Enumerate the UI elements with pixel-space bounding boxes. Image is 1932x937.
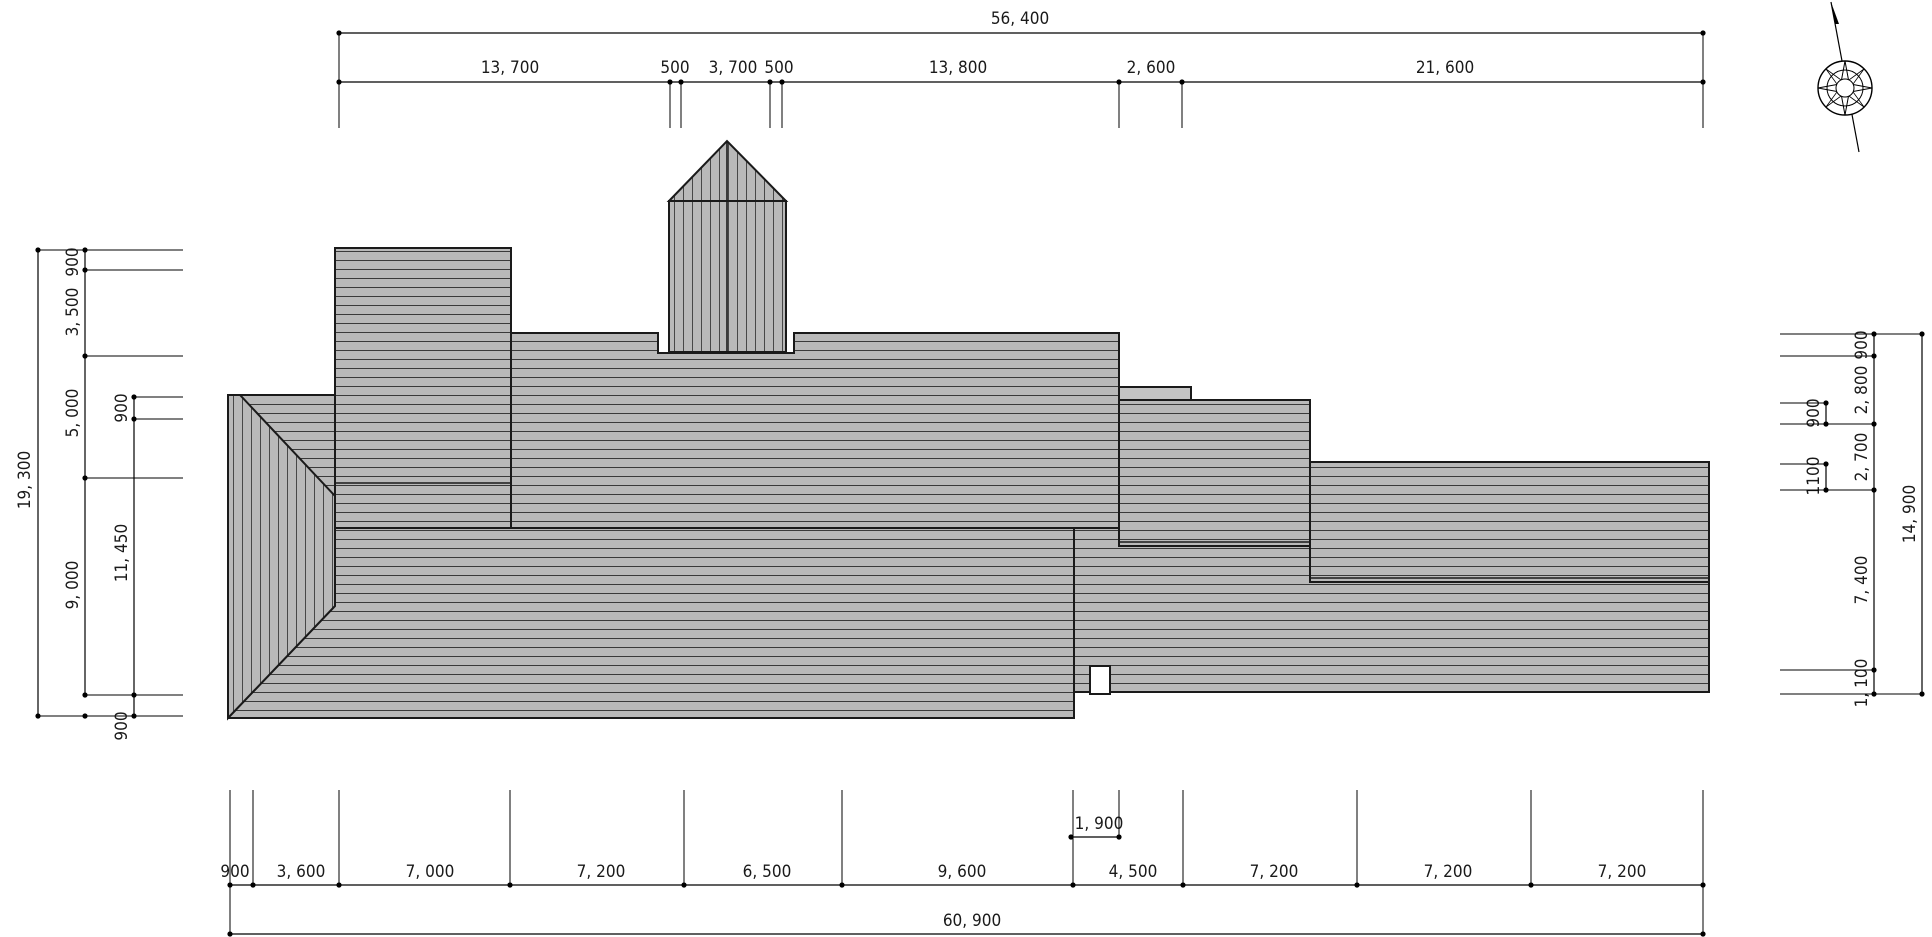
dim-bottom-segment: 7, 000 — [406, 862, 455, 882]
dim-left-segment: 9, 000 — [63, 561, 83, 610]
dim-right-segment: 2, 700 — [1852, 433, 1872, 482]
dim-left-inner-small: 900 — [112, 393, 132, 422]
dim-right-small-a: 900 — [1804, 398, 1824, 427]
roof-west-block — [334, 247, 512, 529]
dim-bottom-segment: 4, 500 — [1109, 862, 1158, 882]
roof-east-upper — [1309, 461, 1710, 583]
dim-left-segment: 5, 000 — [63, 389, 83, 438]
dim-right-segment: 2, 800 — [1852, 366, 1872, 415]
dim-top-segment: 3, 700 — [709, 58, 758, 78]
dim-right-overall: 14, 900 — [1900, 485, 1920, 543]
dim-bottom-segment: 3, 600 — [277, 862, 326, 882]
roof-notch — [1089, 665, 1111, 695]
bottom-dimension-lines: 1, 900 60, 900 900 3, 600 7, 000 7, 200 6, 5… — [220, 790, 1706, 937]
dim-bottom-segment: 9, 600 — [938, 862, 987, 882]
dim-left-segment: 900 — [112, 711, 132, 740]
dim-top-overall: 56, 400 — [991, 9, 1049, 29]
roof-main-south — [227, 527, 1075, 719]
left-dimension-lines: 19, 300 11, 450 900 900 3, 500 5, 000 9, 00… — [15, 247, 183, 741]
dim-bottom-segment: 7, 200 — [577, 862, 626, 882]
dim-left-segment: 3, 500 — [63, 288, 83, 337]
right-dimension-lines: 14, 900 900 1100 900 2, 800 2, 700 7, 400 1,… — [1780, 330, 1925, 707]
dim-right-small-b: 1100 — [1804, 457, 1824, 496]
roof-west-hip-slope — [227, 394, 336, 721]
dim-right-segment: 900 — [1852, 330, 1872, 359]
roof-east-middle — [1118, 399, 1311, 547]
dim-top-segment: 500 — [660, 58, 689, 78]
dim-right-segment: 7, 400 — [1852, 556, 1872, 605]
dim-bottom-overall: 60, 900 — [943, 911, 1001, 931]
dim-right-segment: 1, 100 — [1852, 659, 1872, 708]
roof-small-step — [1118, 386, 1192, 401]
roof-plan — [227, 139, 1710, 721]
dim-bottom-segment: 7, 200 — [1424, 862, 1473, 882]
dim-top-segment: 500 — [764, 58, 793, 78]
north-arrow-compass-icon — [1817, 1, 1873, 153]
top-dimension-lines: 56, 400 13, 700 500 3, 700 500 13, 800 2, 600… — [336, 9, 1706, 128]
dim-bottom-extra: 1, 900 — [1075, 814, 1124, 834]
dim-top-segment: 13, 700 — [481, 58, 539, 78]
dim-bottom-segment: 7, 200 — [1250, 862, 1299, 882]
dim-left-overall: 19, 300 — [15, 451, 35, 509]
dim-left-segment: 900 — [63, 247, 83, 276]
dim-top-segment: 13, 800 — [929, 58, 987, 78]
roof-central-block — [510, 332, 1120, 529]
dim-left-inner: 11, 450 — [112, 524, 132, 582]
dim-top-segment: 2, 600 — [1127, 58, 1176, 78]
dim-bottom-segment: 7, 200 — [1598, 862, 1647, 882]
dim-bottom-segment: 6, 500 — [743, 862, 792, 882]
dim-top-segment: 21, 600 — [1416, 58, 1474, 78]
dim-bottom-segment: 900 — [220, 862, 249, 882]
